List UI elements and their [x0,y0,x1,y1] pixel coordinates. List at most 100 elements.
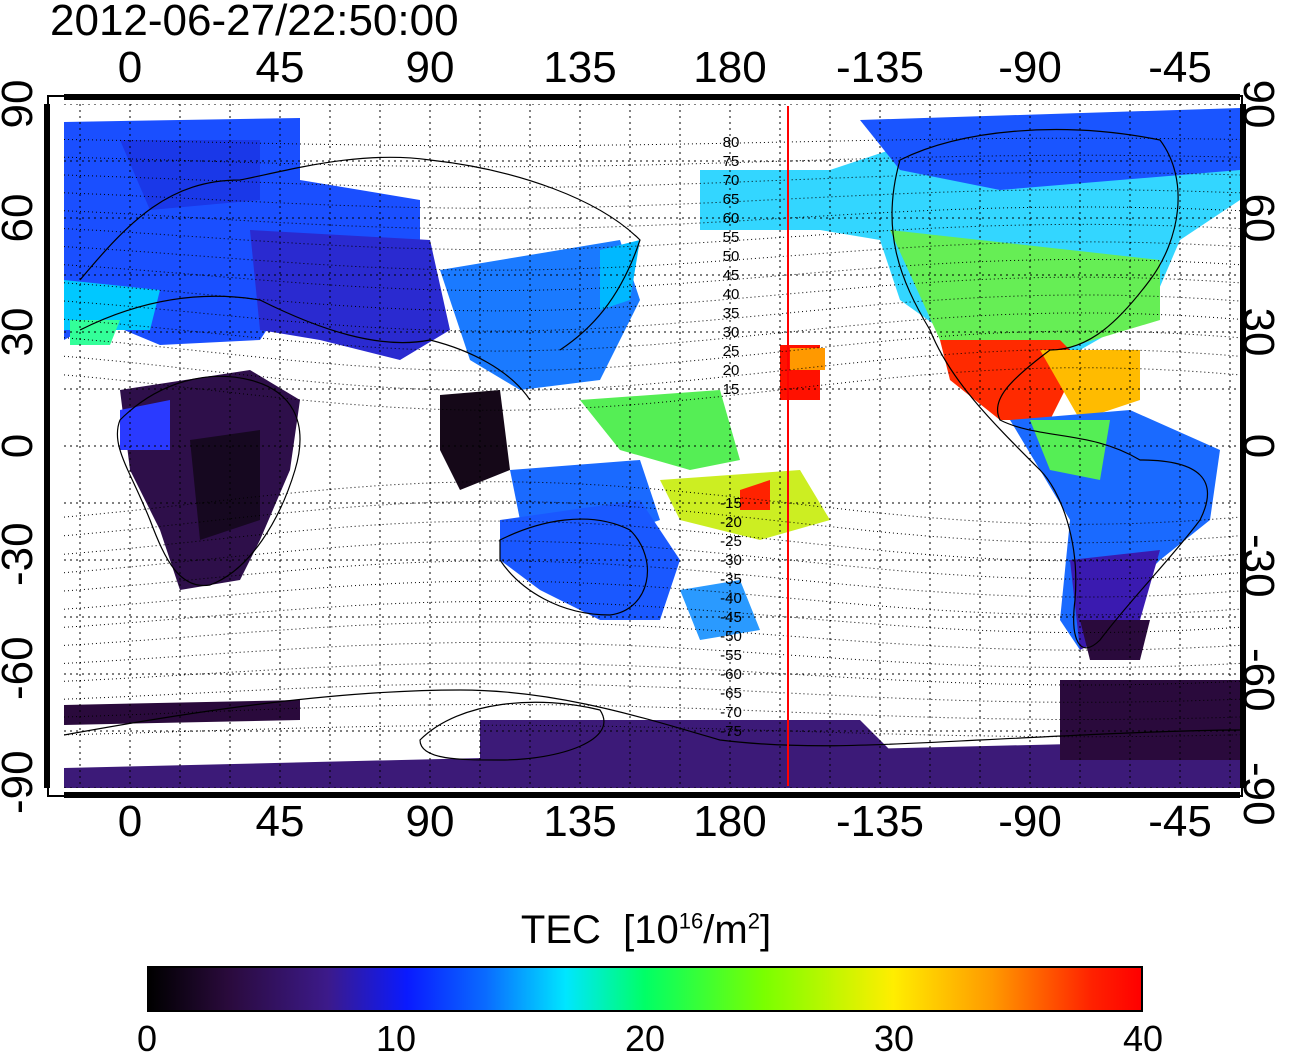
contour-label: 80 [723,134,740,151]
lon-tick-bottom: -45 [1148,797,1212,846]
left-axis-bar [44,104,50,788]
contour-label: 65 [723,191,740,208]
contour-line [64,312,1240,352]
contour-line [64,540,1240,580]
contour-line [64,330,1240,372]
lat-tick-left: 90 [0,79,42,129]
contour-line [64,294,1240,332]
contour-label: -45 [720,609,742,626]
contour-label: 70 [723,172,740,189]
contour-line [64,137,1240,147]
magnetic-latitude-contours [64,137,1240,738]
contour-label: 30 [723,324,740,341]
colorbar-tick-label: 10 [375,1018,417,1059]
lat-tick-left: -30 [0,522,42,586]
lon-tick-top: 45 [255,43,305,92]
contour-label: 50 [723,248,740,265]
tec-region-africa [120,370,300,590]
contour-label: -15 [720,495,742,512]
contour-label: 15 [723,381,740,398]
contour-line [64,683,1240,703]
tec-region-north-america [700,108,1240,420]
contour-line [64,258,1240,292]
tec-region-south-america [1010,410,1220,660]
contour-line [64,704,1240,720]
contour-line [64,276,1240,312]
contour-line [64,580,1240,616]
contour-line [64,560,1240,598]
contour-line [64,223,1240,251]
contour-label: 55 [723,229,740,246]
lon-tick-top: -90 [998,43,1062,92]
colorbar-title: TEC [1016/m2] [520,908,772,952]
lon-tick-bottom: 45 [255,797,305,846]
contour-label: -30 [720,552,742,569]
tec-region-antarctica [64,680,1240,788]
contour-line [64,600,1240,634]
contour-label: 35 [723,305,740,322]
contour-label: -65 [720,685,742,702]
lon-tick-bottom: -135 [835,797,925,846]
lon-tick-top: 180 [693,43,767,92]
lon-tick-bottom: 180 [693,797,767,846]
tec-region-asia [250,230,640,390]
lat-tick-right: 90 [1234,79,1283,129]
lon-tick-top: 0 [117,43,143,92]
colorbar-tick-label: 40 [1122,1018,1164,1059]
contour-label: -20 [720,514,742,531]
contour-line [64,621,1240,651]
right-axis-bar [1240,104,1246,788]
contour-line [64,662,1240,686]
contour-label: -35 [720,571,742,588]
lat-tick-left: -90 [0,750,42,814]
contour-label: 75 [723,153,740,170]
lat-tick-left: 60 [0,193,42,243]
lat-tick-right: 30 [1234,307,1283,357]
contour-label: 45 [723,267,740,284]
contour-label: -70 [720,704,742,721]
colorbar-tick-label: 30 [873,1018,915,1059]
contour-line [64,206,1240,230]
lat-tick-left: 0 [0,420,42,472]
contour-line [64,241,1240,271]
lon-tick-bottom: -90 [998,797,1062,846]
contour-line [64,172,1240,188]
lon-tick-top: -45 [1148,43,1212,92]
colorbar-tick-label: 0 [136,1018,158,1059]
lon-tick-top: 135 [543,43,617,92]
contour-label: 25 [723,343,740,360]
graticule [64,104,1240,788]
contour-label: 20 [723,362,740,379]
timestamp-label: 2012-06-27/22:50:00 [50,0,459,45]
lon-tick-bottom: 90 [405,797,455,846]
top-axis-bar [64,94,1240,100]
lat-tick-right: -30 [1234,534,1283,598]
lat-tick-right: 60 [1234,193,1283,243]
bottom-axis-bar [64,792,1240,798]
contour-label: -75 [720,723,742,740]
lat-tick-left: -60 [0,636,42,700]
contour-label: -50 [720,628,742,645]
colorbar-tick-label: 20 [624,1018,666,1059]
lat-tick-right: -60 [1234,648,1283,712]
contour-line [64,154,1240,168]
contour-label: -55 [720,647,742,664]
contour-label: -60 [720,666,742,683]
contour-line [64,189,1240,209]
lon-tick-top: 90 [405,43,455,92]
contour-label: 60 [723,210,740,227]
colorbar [147,966,1143,1012]
tec-region-europe [64,118,420,345]
lon-tick-top: -135 [835,43,925,92]
contour-labels: 80 75 70 65 60 55 50 45 40 35 30 25 20 15 -15 -20 -25 -30… [720,134,742,740]
lon-tick-bottom: 0 [117,797,143,846]
contour-line [64,641,1240,669]
contour-label: 40 [723,286,740,303]
contour-label: -40 [720,590,742,607]
contour-label: -25 [720,533,742,550]
lat-tick-right: -90 [1234,762,1283,826]
tec-region-australia [500,500,760,640]
contour-line [64,520,1240,562]
lat-tick-left: 30 [0,307,42,357]
